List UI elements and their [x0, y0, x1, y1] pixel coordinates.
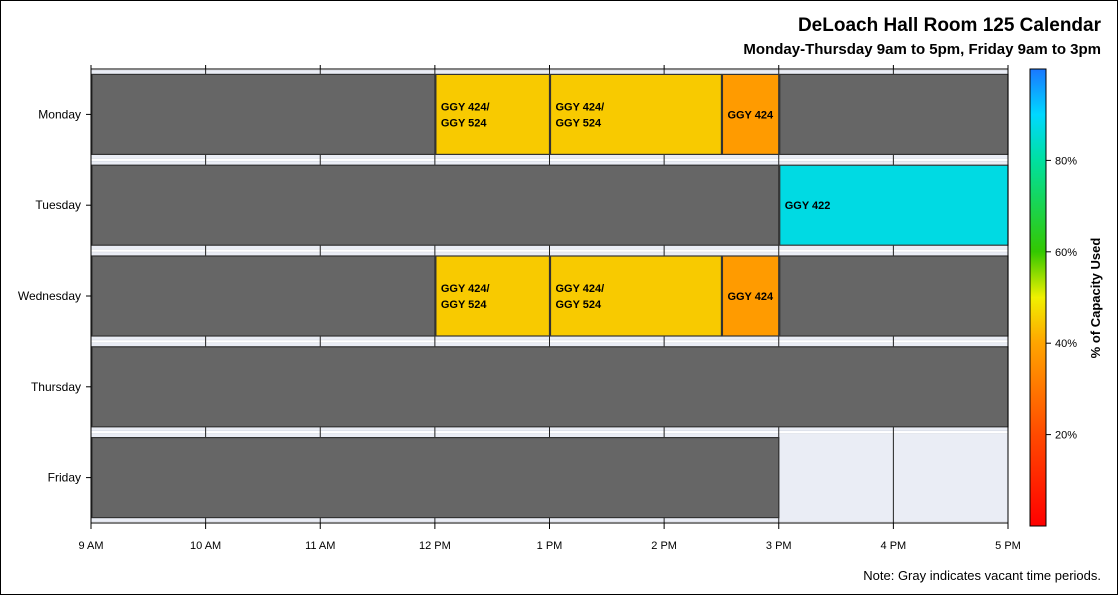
block-label-wednesday-8-0: GGY 424/ — [441, 283, 490, 295]
vacant-block-tuesday-5 — [91, 164, 780, 246]
colorbar-tick-label-60: 60% — [1055, 247, 1077, 259]
x-tick-label-11-am: 11 AM — [305, 540, 335, 552]
block-label-wednesday-10-0: GGY 424 — [727, 291, 774, 303]
class-block-monday-3 — [721, 73, 780, 156]
class-block-wednesday-9 — [549, 255, 723, 337]
block-label-wednesday-8-1: GGY 524 — [441, 299, 488, 311]
chart-note: Note: Gray indicates vacant time periods… — [863, 568, 1101, 583]
class-block-wednesday-8 — [435, 255, 551, 337]
x-tick-label-5-pm: 5 PM — [995, 540, 1021, 552]
block-label-monday-1-0: GGY 424/ — [441, 101, 490, 113]
class-block-tuesday-6 — [779, 164, 1009, 246]
x-tick-label-10-am: 10 AM — [190, 540, 221, 552]
colorbar-label: % of Capacity Used — [1088, 238, 1103, 359]
y-tick-label-monday: Monday — [38, 107, 81, 121]
vacant-block-wednesday-7 — [91, 255, 436, 337]
block-label-monday-2-1: GGY 524 — [556, 117, 603, 129]
y-tick-label-thursday: Thursday — [31, 380, 81, 394]
vacant-block-wednesday-11 — [779, 255, 1009, 337]
class-block-wednesday-10 — [721, 255, 780, 337]
y-tick-label-wednesday: Wednesday — [18, 289, 81, 303]
class-block-monday-1 — [435, 73, 551, 156]
vacant-block-monday-0 — [91, 73, 436, 156]
x-tick-label-4-pm: 4 PM — [881, 540, 907, 552]
block-label-monday-3-0: GGY 424 — [727, 109, 774, 121]
colorbar-tick-label-40: 40% — [1055, 338, 1077, 350]
class-block-monday-2 — [549, 73, 723, 156]
x-tick-label-3-pm: 3 PM — [766, 540, 792, 552]
vacant-block-thursday-12 — [91, 346, 1009, 428]
chart-title: DeLoach Hall Room 125 Calendar — [797, 15, 1101, 36]
x-tick-label-9-am: 9 AM — [78, 540, 103, 552]
block-label-monday-2-0: GGY 424/ — [556, 101, 605, 113]
block-label-wednesday-9-1: GGY 524 — [556, 299, 603, 311]
chart-subtitle: Monday-Thursday 9am to 5pm, Friday 9am t… — [743, 41, 1101, 58]
block-label-tuesday-6-0: GGY 422 — [785, 200, 831, 212]
colorbar-tick-label-20: 20% — [1055, 430, 1077, 442]
colorbar-tick-label-80: 80% — [1055, 155, 1077, 167]
vacant-block-friday-13 — [91, 437, 780, 519]
block-label-monday-1-1: GGY 524 — [441, 117, 488, 129]
y-tick-label-friday: Friday — [48, 471, 81, 485]
x-tick-label-12-pm: 12 PM — [419, 540, 451, 552]
x-tick-label-2-pm: 2 PM — [651, 540, 677, 552]
vacant-block-monday-4 — [779, 73, 1009, 156]
x-tick-label-1-pm: 1 PM — [537, 540, 563, 552]
colorbar — [1029, 68, 1047, 527]
y-tick-label-tuesday: Tuesday — [35, 198, 81, 212]
block-label-wednesday-9-0: GGY 424/ — [556, 283, 605, 295]
